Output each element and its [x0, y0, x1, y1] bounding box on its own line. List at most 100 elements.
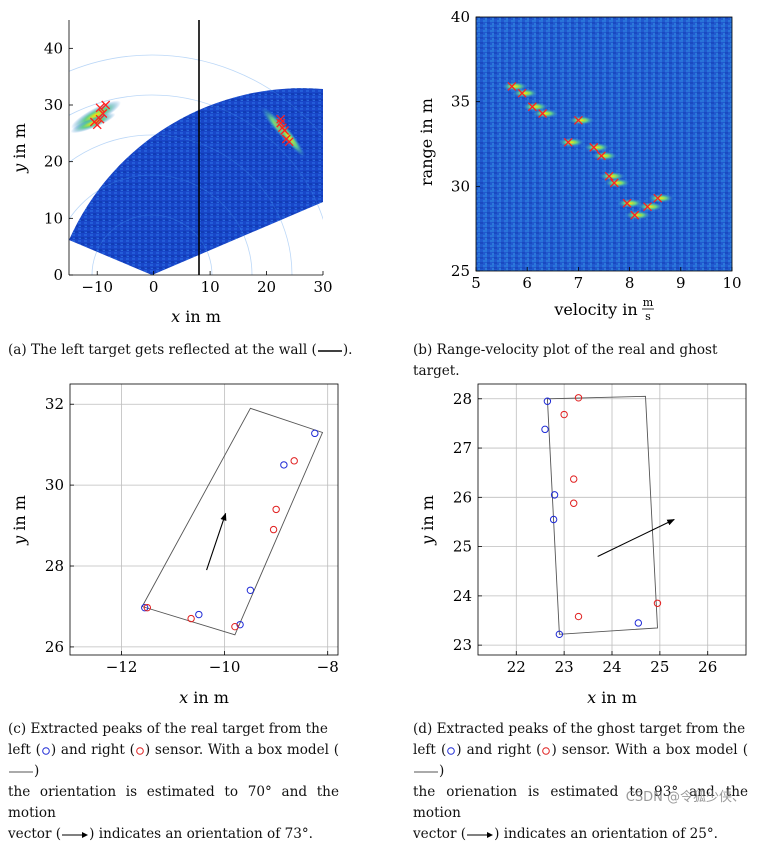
y-tick-label: 25: [453, 538, 472, 556]
x-tick-label: 0: [149, 278, 159, 296]
x-tick-label: 26: [698, 658, 717, 676]
panel-b-ticks: 5 6 7 8 9 10 25 30 35 40: [451, 8, 742, 292]
y-tick-label: 32: [45, 395, 64, 413]
panel-d-xlabel: x in m: [587, 688, 637, 707]
panel-a-left-marker: [92, 120, 102, 130]
panel-d-blue-peak: [543, 397, 552, 405]
x-tick-label: 10: [201, 278, 220, 296]
y-tick-label: 0: [53, 266, 63, 284]
panel-b-streak: [604, 178, 631, 188]
panel-b-marker: [643, 202, 652, 212]
panel-d-grid: [478, 384, 746, 655]
panel-d-blue-peak: [549, 515, 558, 524]
panel-b-marker: [573, 115, 583, 125]
panel-a-range-arcs: [69, 54, 323, 275]
y-tick-label: 28: [45, 557, 64, 575]
arrow-symbol: [467, 831, 494, 838]
panel-b-streak: [512, 88, 539, 98]
panel-c-red-peak: [269, 525, 278, 534]
panel-a-left-marker: [101, 100, 111, 110]
y-tick-label: 27: [453, 439, 472, 457]
panel-b-streak: [568, 115, 595, 125]
panel-c-blue-peak: [280, 461, 288, 469]
panel-b-target-streaks: [501, 81, 674, 220]
x-tick-label: 24: [602, 658, 621, 676]
panel-a-left-marker: [95, 114, 105, 124]
x-tick-label: −10: [209, 658, 241, 676]
panel-d-blue-peak: [541, 425, 549, 434]
panel-d-red-peak: [560, 410, 568, 419]
panel-d-blue-peak: [550, 491, 559, 499]
panel-a-right-marker: [284, 137, 294, 147]
y-tick-label: 26: [453, 488, 472, 506]
caption-d: (d) Extracted peaks of the ghost target …: [413, 721, 748, 842]
svg-text:s: s: [645, 310, 651, 323]
panel-c-red-peak: [272, 505, 280, 514]
panel-c-blue-peak: [195, 610, 203, 619]
panel-d-red-peak: [570, 475, 578, 483]
panel-c-grid: [70, 384, 338, 655]
panel-c: −12 −10 −8 26 28 30 32 x in m y in m: [10, 383, 339, 707]
y-tick-label: 30: [45, 476, 64, 494]
panel-a-right-marker: [276, 114, 286, 124]
panel-b-marker: [538, 109, 548, 118]
panel-b-streak: [501, 81, 528, 91]
svg-text:m: m: [643, 296, 654, 309]
x-tick-label: 30: [313, 278, 332, 296]
caption-a: (a) The left target gets reflected at th…: [8, 342, 353, 358]
y-tick-label: 35: [451, 93, 470, 111]
panel-b-markers: [507, 81, 663, 220]
panel-c-frame: [69, 383, 339, 656]
panel-b-marker: [563, 137, 573, 147]
panel-d: 22 23 24 25 26 23 24 25 26 27 28 x in m y in m: [418, 383, 747, 707]
panel-b-streak: [583, 142, 610, 152]
y-tick-label: 28: [453, 390, 472, 408]
panel-a-ylabel: y in m: [10, 123, 29, 174]
panel-d-blue-peak: [634, 619, 643, 627]
panel-b-marker: [517, 88, 527, 98]
panel-c-xlabel: x in m: [179, 688, 229, 707]
panel-c-peaks: [141, 429, 319, 631]
y-tick-label: 20: [44, 153, 63, 171]
panel-d-ylabel: y in m: [418, 495, 437, 546]
panel-b-xlabel: velocity in: [553, 300, 637, 319]
panel-c-red-peak: [290, 457, 298, 465]
panel-b-frame: [475, 16, 733, 272]
panel-a-right-marker: [276, 118, 286, 128]
panel-a-fov-wedge: [69, 88, 323, 275]
panel-b-streak: [591, 151, 618, 161]
panel-b-marker: [622, 198, 632, 208]
y-tick-label: 23: [453, 636, 472, 654]
panel-a-markers: [89, 100, 294, 147]
x-tick-label: −12: [106, 658, 138, 676]
blue-circle-symbol: [447, 746, 456, 755]
panel-c-ylabel: y in m: [10, 495, 29, 546]
y-tick-label: 40: [44, 39, 63, 57]
arrow-symbol: [62, 831, 89, 838]
panel-a: −10 0 10 20 30 0 10 20 30 40 x in m y in m: [10, 20, 333, 326]
panel-b-marker: [527, 102, 537, 112]
box-line-symbol: [9, 771, 33, 772]
x-tick-label: 10: [722, 274, 741, 292]
x-tick-label: −10: [81, 278, 113, 296]
blue-circle-symbol: [42, 746, 50, 755]
panel-d-ticks: 22 23 24 25 26 23 24 25 26 27 28: [453, 390, 717, 676]
x-tick-label: 8: [625, 274, 635, 292]
panel-a-left-marker: [98, 109, 108, 118]
x-tick-label: 25: [650, 658, 669, 676]
x-tick-label: 9: [676, 274, 686, 292]
panel-d-red-peak: [574, 612, 583, 621]
panel-b-marker: [589, 142, 599, 152]
y-tick-label: 10: [44, 209, 63, 227]
panel-b: 5 6 7 8 9 10 25 30 35 40 velocity in m s range in…: [417, 8, 742, 323]
x-tick-label: 20: [257, 278, 276, 296]
panel-b-marker: [653, 193, 663, 203]
panel-b-streak: [617, 198, 644, 208]
panel-b-marker: [604, 171, 614, 181]
x-tick-label: 22: [507, 658, 526, 676]
panel-c-blue-peak: [141, 603, 149, 612]
panel-b-heatmap: [476, 17, 732, 271]
panel-b-streak: [599, 171, 626, 181]
panel-b-ylabel: range in m: [417, 98, 436, 186]
panel-a-xlabel: x in m: [171, 307, 221, 326]
